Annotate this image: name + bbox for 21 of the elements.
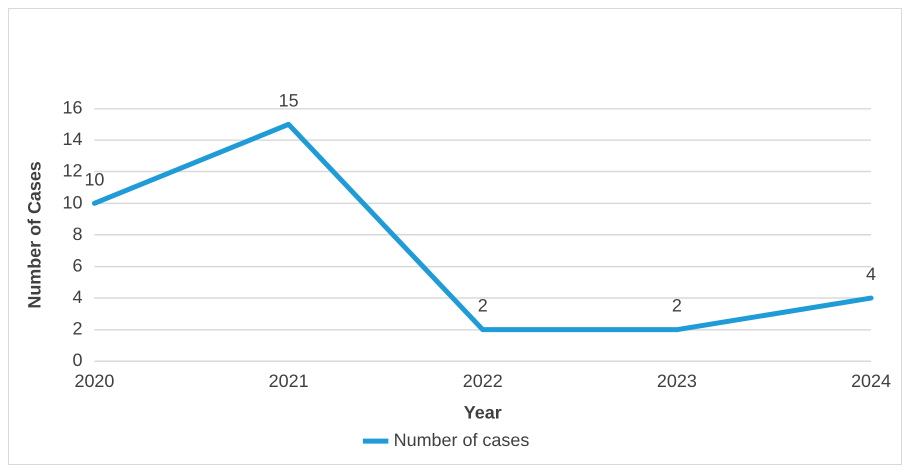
y-tick-label: 10 (62, 192, 82, 212)
data-label: 2 (478, 296, 488, 316)
y-axis-title: Number of Cases (24, 161, 45, 309)
legend-label: Number of cases (394, 430, 530, 450)
data-label: 2 (672, 296, 682, 316)
x-tick-label: 2022 (462, 370, 503, 391)
y-tick-label: 8 (72, 224, 82, 244)
y-tick-label: 16 (62, 98, 82, 118)
x-tick-label: 2020 (74, 370, 114, 391)
data-label: 4 (866, 264, 876, 284)
x-tick-label: 2023 (656, 370, 697, 391)
y-tick-label: 12 (62, 160, 82, 181)
x-axis-title: Year (464, 402, 502, 422)
data-label: 15 (278, 90, 299, 110)
y-tick-label: 4 (72, 287, 82, 308)
x-tick-label: 2024 (851, 370, 892, 391)
y-tick-label: 2 (72, 318, 82, 339)
y-tick-label: 14 (62, 129, 82, 150)
x-tick-label: 2021 (268, 370, 309, 391)
y-tick-label: 6 (72, 255, 82, 276)
y-tick-label: 0 (72, 350, 82, 370)
